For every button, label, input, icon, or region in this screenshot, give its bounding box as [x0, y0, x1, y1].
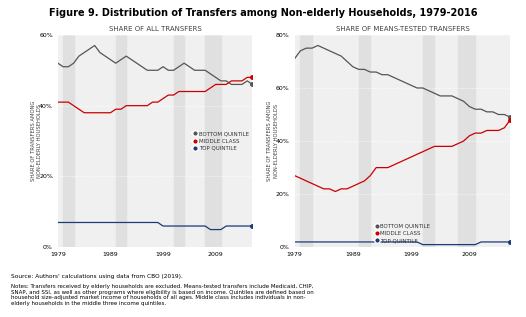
Title: SHARE OF MEANS-TESTED TRANSFERS: SHARE OF MEANS-TESTED TRANSFERS	[336, 26, 469, 32]
Text: Notes: Transfers received by elderly households are excluded. Means-tested trans: Notes: Transfers received by elderly hou…	[11, 284, 313, 306]
Bar	[63, 35, 74, 247]
Bar	[359, 35, 370, 247]
Legend: BOTTOM QUINTILE, MIDDLE CLASS, TOP QUINTILE: BOTTOM QUINTILE, MIDDLE CLASS, TOP QUINT…	[190, 129, 251, 153]
Title: SHARE OF ALL TRANSFERS: SHARE OF ALL TRANSFERS	[109, 26, 201, 32]
Bar	[458, 35, 476, 247]
Legend: BOTTOM QUINTILE, MIDDLE CLASS, TOP QUINTILE: BOTTOM QUINTILE, MIDDLE CLASS, TOP QUINT…	[372, 222, 433, 246]
Bar	[174, 35, 184, 247]
Text: Figure 9. Distribution of Transfers among Non-elderly Households, 1979-2016: Figure 9. Distribution of Transfers amon…	[49, 8, 477, 18]
Bar	[116, 35, 126, 247]
Bar	[423, 35, 434, 247]
Text: Source: Authors' calculations using data from CBO (2019).: Source: Authors' calculations using data…	[11, 274, 183, 279]
Bar	[205, 35, 221, 247]
Y-axis label: SHARE OF TRANSFERS AMONG
NON-ELDERLY HOUSEHOLDS: SHARE OF TRANSFERS AMONG NON-ELDERLY HOU…	[31, 101, 42, 181]
Bar	[300, 35, 312, 247]
Y-axis label: SHARE OF TRANSFERS AMONG
NON-ELDERLY HOUSEHOLDS: SHARE OF TRANSFERS AMONG NON-ELDERLY HOU…	[267, 101, 279, 181]
